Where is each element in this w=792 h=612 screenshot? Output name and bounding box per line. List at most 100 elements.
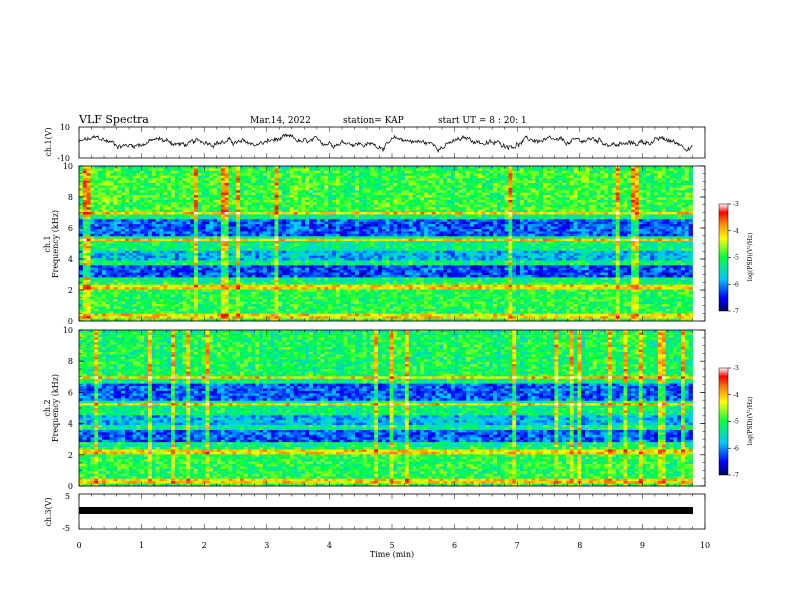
- spectrogram-cell: [355, 306, 360, 310]
- spectrogram-cell: [347, 192, 352, 196]
- spectrogram-cell: [263, 182, 268, 186]
- spectrogram-cell: [167, 316, 172, 319]
- spectrogram-cell: [309, 166, 314, 169]
- spectrogram-cell: [190, 221, 195, 225]
- spectrogram-cell: [301, 245, 306, 249]
- spectrogram-cell: [305, 204, 310, 208]
- spectrogram-cell: [255, 212, 260, 215]
- spectrogram-cell: [332, 214, 337, 218]
- spectrogram-cell: [320, 253, 325, 257]
- spectrogram-cell: [105, 221, 111, 225]
- spectrogram-cell: [121, 192, 126, 196]
- spectrogram-cell: [358, 212, 364, 215]
- spectrogram-cell: [113, 253, 118, 257]
- spectrogram-cell: [186, 253, 191, 257]
- spectrogram-cell: [289, 243, 295, 247]
- spectrogram-cell: [197, 219, 203, 223]
- spectrogram-cell: [320, 255, 325, 259]
- spectrogram-cell: [297, 209, 302, 213]
- spectrogram-cell: [335, 255, 341, 259]
- spectrogram-cell: [197, 294, 203, 298]
- spectrogram-cell: [312, 221, 318, 225]
- spectrogram-cell: [247, 170, 252, 174]
- spectrogram-cell: [86, 262, 91, 266]
- spectrogram-cell: [289, 299, 295, 303]
- spectrogram-cell: [79, 311, 84, 315]
- spectrogram-cell: [79, 245, 84, 249]
- spectrogram-cell: [90, 187, 95, 191]
- spectrogram-cell: [355, 272, 360, 276]
- spectrogram-cell: [270, 199, 275, 203]
- spectrogram-cell: [301, 170, 306, 174]
- spectrogram-cell: [79, 233, 84, 237]
- spectrogram-cell: [121, 231, 126, 235]
- spectrogram-cell: [82, 318, 88, 322]
- spectrogram-cell: [174, 243, 180, 247]
- spectrogram-cell: [297, 207, 302, 210]
- spectrogram-cell: [293, 204, 298, 208]
- spectrogram-cell: [247, 238, 252, 242]
- spectrogram-cell: [209, 187, 214, 191]
- spectrogram-cell: [270, 207, 275, 210]
- spectrogram-cell: [293, 243, 298, 247]
- spectrogram-cell: [220, 255, 226, 259]
- spectrogram-cell: [117, 226, 122, 230]
- spectrogram-cell: [186, 272, 191, 276]
- spectrogram-cell: [236, 308, 241, 312]
- spectrogram-cell: [86, 311, 91, 315]
- spectrogram-cell: [263, 245, 268, 249]
- spectrogram-cell: [309, 294, 314, 298]
- spectrogram-cell: [270, 166, 275, 169]
- spectrogram-cell: [117, 236, 122, 240]
- spectrogram-cell: [301, 173, 306, 177]
- spectrogram-cell: [278, 265, 283, 269]
- spectrogram-cell: [201, 248, 206, 252]
- spectrogram-cell: [132, 204, 137, 208]
- spectrogram-cell: [105, 313, 111, 317]
- spectrogram-cell: [282, 173, 287, 177]
- spectrogram-cell: [178, 221, 183, 225]
- spectrogram-cell: [255, 219, 260, 223]
- spectrogram-cell: [320, 173, 325, 177]
- spectrogram-cell: [228, 291, 233, 295]
- spectrogram-cell: [339, 190, 344, 194]
- spectrogram-cell: [335, 267, 341, 271]
- spectrogram-cell: [190, 175, 195, 179]
- spectrogram-cell: [86, 209, 91, 213]
- spectrogram-cell: [220, 289, 226, 293]
- spectrogram-cell: [155, 277, 160, 281]
- spectrogram-cell: [243, 190, 249, 194]
- spectrogram-cell: [316, 228, 321, 232]
- spectrogram-cell: [335, 221, 341, 225]
- spectrogram-cell: [197, 282, 203, 286]
- spectrogram-cell: [159, 197, 164, 201]
- spectrogram-cell: [205, 178, 210, 181]
- spectrogram-cell: [263, 190, 268, 194]
- spectrogram-cell: [259, 190, 264, 194]
- spectrogram-cell: [159, 221, 164, 225]
- spectrogram-cell: [167, 185, 172, 189]
- spectrogram-cell: [259, 274, 264, 278]
- spectrogram-cell: [140, 173, 145, 177]
- spectrogram-cell: [328, 202, 333, 206]
- spectrogram-cell: [140, 304, 145, 307]
- spectrogram-cell: [293, 284, 298, 288]
- spectrogram-cell: [182, 238, 187, 242]
- spectrogram-cell: [117, 270, 122, 273]
- spectrogram-cell: [247, 236, 252, 240]
- spectrogram-cell: [286, 197, 291, 201]
- spectrogram-cell: [305, 301, 310, 305]
- spectrogram-cell: [339, 277, 344, 281]
- spectrogram-cell: [194, 192, 199, 196]
- spectrogram-cell: [320, 279, 325, 283]
- spectrogram-cell: [159, 209, 164, 213]
- spectrogram-cell: [171, 267, 176, 271]
- spectrogram-cell: [332, 245, 337, 249]
- spectrogram-cell: [98, 306, 103, 310]
- spectrogram-cell: [90, 219, 95, 223]
- spectrogram-cell: [224, 216, 229, 220]
- spectrogram-cell: [224, 212, 229, 215]
- spectrogram-cell: [289, 214, 295, 218]
- spectrogram-cell: [224, 270, 229, 273]
- spectrogram-cell: [186, 306, 191, 310]
